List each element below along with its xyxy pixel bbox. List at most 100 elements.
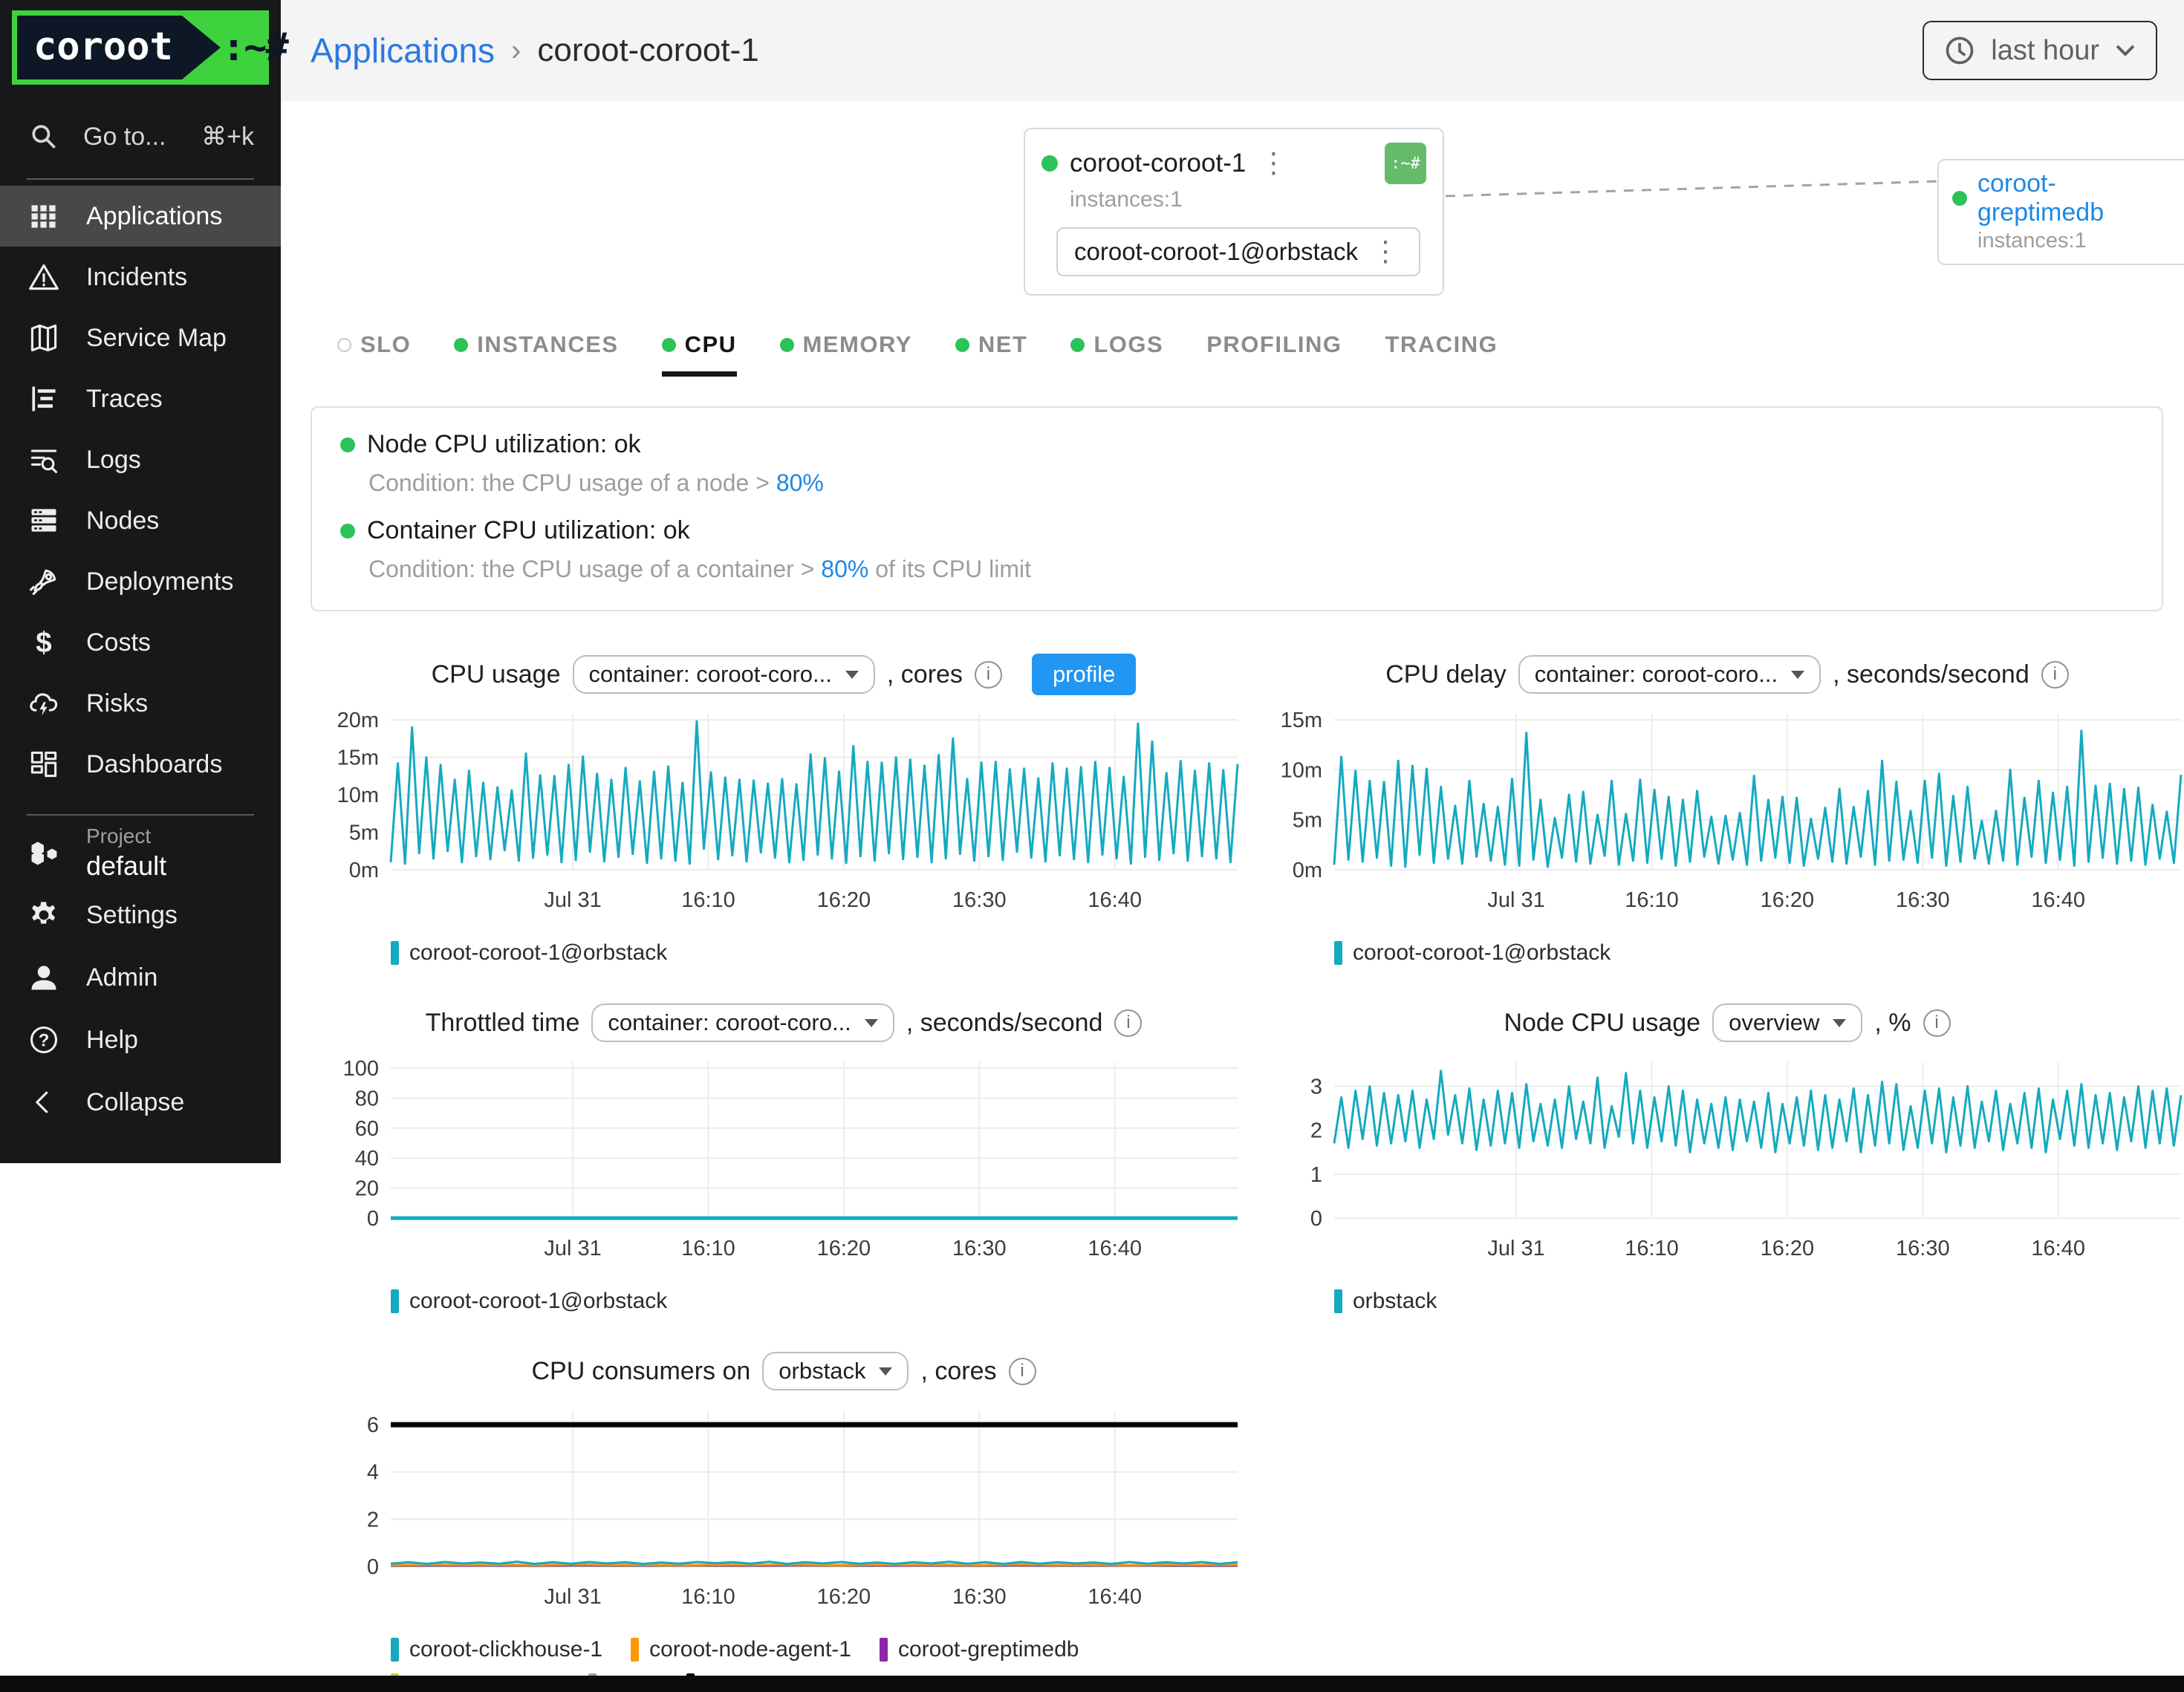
chart-selector[interactable]: container: coroot-coro...	[573, 655, 875, 694]
service-map-icon	[27, 321, 61, 355]
project-name: default	[86, 849, 166, 882]
tab-net[interactable]: NET	[955, 331, 1028, 377]
legend-item[interactable]: coroot-coroot-1@orbstack	[391, 1289, 667, 1314]
svg-text:10m: 10m	[1281, 758, 1322, 782]
profile-button[interactable]: profile	[1032, 654, 1136, 695]
chevron-down-icon	[2114, 43, 2136, 58]
check-condition: Condition: the CPU usage of a node > 80%	[368, 469, 2133, 497]
threshold-link[interactable]: 80%	[776, 469, 824, 496]
threshold-link[interactable]: 80%	[821, 556, 868, 582]
svg-text:16:10: 16:10	[681, 888, 735, 912]
sidebar: coroot :~# Go to... ⌘+k ApplicationsInci…	[0, 0, 281, 1163]
sidebar-item-applications[interactable]: Applications	[0, 186, 281, 247]
sidebar-item-costs[interactable]: $ Costs	[0, 612, 281, 673]
sidebar-item-service-map[interactable]: Service Map	[0, 308, 281, 368]
sidebar-item-collapse[interactable]: Collapse	[0, 1071, 281, 1133]
breadcrumb-applications-link[interactable]: Applications	[311, 30, 495, 71]
info-icon[interactable]: i	[975, 661, 1002, 689]
chart-title: Throttled time	[426, 1009, 580, 1038]
sidebar-item-settings[interactable]: Settings	[0, 884, 281, 946]
info-icon[interactable]: i	[1923, 1009, 1951, 1037]
check-item: Node CPU utilization: okCondition: the C…	[340, 430, 2133, 497]
legend-color-chip	[1334, 941, 1342, 965]
instance-pill[interactable]: coroot-coroot-1@orbstack ⋮	[1056, 227, 1420, 276]
legend-color-chip	[391, 941, 399, 965]
chart-throttled-time: Throttled timecontainer: coroot-coro...,…	[319, 1000, 1248, 1314]
sidebar-item-incidents[interactable]: Incidents	[0, 247, 281, 308]
chart-selector[interactable]: overview	[1712, 1003, 1862, 1042]
chart-selector-value: container: coroot-coro...	[589, 661, 832, 688]
legend-item[interactable]: coroot-node-agent-1	[631, 1637, 851, 1662]
check-title: Container CPU utilization: ok	[367, 516, 690, 545]
chart-unit-suffix: , %	[1874, 1009, 1911, 1038]
coroot-logo[interactable]: coroot :~#	[12, 10, 269, 85]
tab-label: MEMORY	[803, 331, 912, 358]
legend-item[interactable]: coroot-coroot-1@orbstack	[1334, 940, 1611, 966]
svg-text:16:10: 16:10	[681, 1585, 735, 1609]
sidebar-item-risks[interactable]: Risks	[0, 673, 281, 734]
app-instances-label: instances:1	[1070, 187, 1426, 212]
goto-search[interactable]: Go to... ⌘+k	[0, 101, 281, 172]
sidebar-item-logs[interactable]: Logs	[0, 429, 281, 490]
app-card: coroot-coroot-1 ⋮ :~# instances:1 coroot…	[1024, 128, 1444, 296]
instance-menu-kebab[interactable]: ⋮	[1371, 238, 1400, 266]
costs-icon: $	[27, 625, 61, 660]
info-icon[interactable]: i	[2041, 661, 2069, 689]
sidebar-item-label: Service Map	[86, 324, 227, 353]
svg-text:15m: 15m	[1281, 709, 1322, 732]
dashboards-icon	[27, 747, 61, 781]
tab-label: TRACING	[1385, 331, 1498, 358]
chart-plot: 0m5m10m15mJul 3116:1016:2016:3016:40	[1263, 705, 2184, 928]
legend-color-chip	[1334, 1289, 1342, 1313]
sidebar-item-dashboards[interactable]: Dashboards	[0, 734, 281, 795]
chart-selector[interactable]: container: coroot-coro...	[591, 1003, 894, 1042]
sidebar-item-traces[interactable]: Traces	[0, 368, 281, 429]
svg-text:20m: 20m	[337, 709, 379, 732]
svg-text:?: ?	[39, 1030, 50, 1050]
sidebar-item-label: Risks	[86, 689, 148, 718]
sidebar-item-label: Deployments	[86, 567, 233, 596]
dependency-name-link[interactable]: coroot-greptimedb	[1977, 169, 2175, 227]
info-icon[interactable]: i	[1114, 1009, 1142, 1037]
tab-cpu[interactable]: CPU	[662, 331, 737, 377]
chart-title-row: CPU consumers onorbstack, coresi	[319, 1348, 1248, 1394]
sidebar-item-help[interactable]: ?Help	[0, 1009, 281, 1071]
sidebar-divider	[27, 178, 254, 180]
info-icon[interactable]: i	[1009, 1358, 1036, 1385]
tab-instances[interactable]: INSTANCES	[454, 331, 618, 377]
svg-text:16:20: 16:20	[817, 1237, 871, 1260]
tab-tracing[interactable]: TRACING	[1385, 331, 1498, 377]
app-menu-kebab[interactable]: ⋮	[1259, 149, 1287, 178]
sidebar-item-nodes[interactable]: Nodes	[0, 490, 281, 551]
tab-status-dot	[780, 338, 794, 352]
legend-item[interactable]: coroot-greptimedb	[880, 1637, 1079, 1662]
chart-plot: 0123Jul 3116:1016:2016:3016:40	[1263, 1053, 2184, 1276]
chart-selector[interactable]: orbstack	[762, 1352, 909, 1390]
sidebar-item-admin[interactable]: Admin	[0, 946, 281, 1009]
legend-item[interactable]: orbstack	[1334, 1289, 1437, 1314]
tab-slo[interactable]: SLO	[337, 331, 411, 377]
svg-text:Jul 31: Jul 31	[544, 888, 601, 912]
svg-text:4: 4	[367, 1461, 379, 1485]
project-icon	[27, 836, 61, 870]
chart-selector[interactable]: container: coroot-coro...	[1518, 655, 1821, 694]
tab-logs[interactable]: LOGS	[1070, 331, 1163, 377]
tab-label: PROFILING	[1206, 331, 1342, 358]
sidebar-item-deployments[interactable]: Deployments	[0, 551, 281, 612]
svg-text:16:20: 16:20	[817, 1585, 871, 1609]
svg-text:Jul 31: Jul 31	[544, 1585, 601, 1609]
svg-text:16:20: 16:20	[1761, 1237, 1815, 1260]
sidebar-footer-nav: ProjectdefaultSettingsAdmin?HelpCollapse	[0, 821, 281, 1133]
dependency-instances-label: instances:1	[1977, 229, 2175, 253]
sidebar-item-project[interactable]: Projectdefault	[0, 821, 281, 884]
tab-memory[interactable]: MEMORY	[780, 331, 912, 377]
legend-item[interactable]: coroot-coroot-1@orbstack	[391, 940, 667, 966]
chart-title-row: CPU delaycontainer: coroot-coro..., seco…	[1263, 651, 2184, 697]
tab-profiling[interactable]: PROFILING	[1206, 331, 1342, 377]
sidebar-item-label: Costs	[86, 628, 151, 657]
check-status-dot	[340, 524, 355, 538]
breadcrumb-separator: ›	[511, 34, 521, 68]
time-range-picker[interactable]: last hour	[1923, 21, 2157, 80]
app-name: coroot-coroot-1	[1070, 149, 1246, 178]
legend-item[interactable]: coroot-clickhouse-1	[391, 1637, 602, 1662]
